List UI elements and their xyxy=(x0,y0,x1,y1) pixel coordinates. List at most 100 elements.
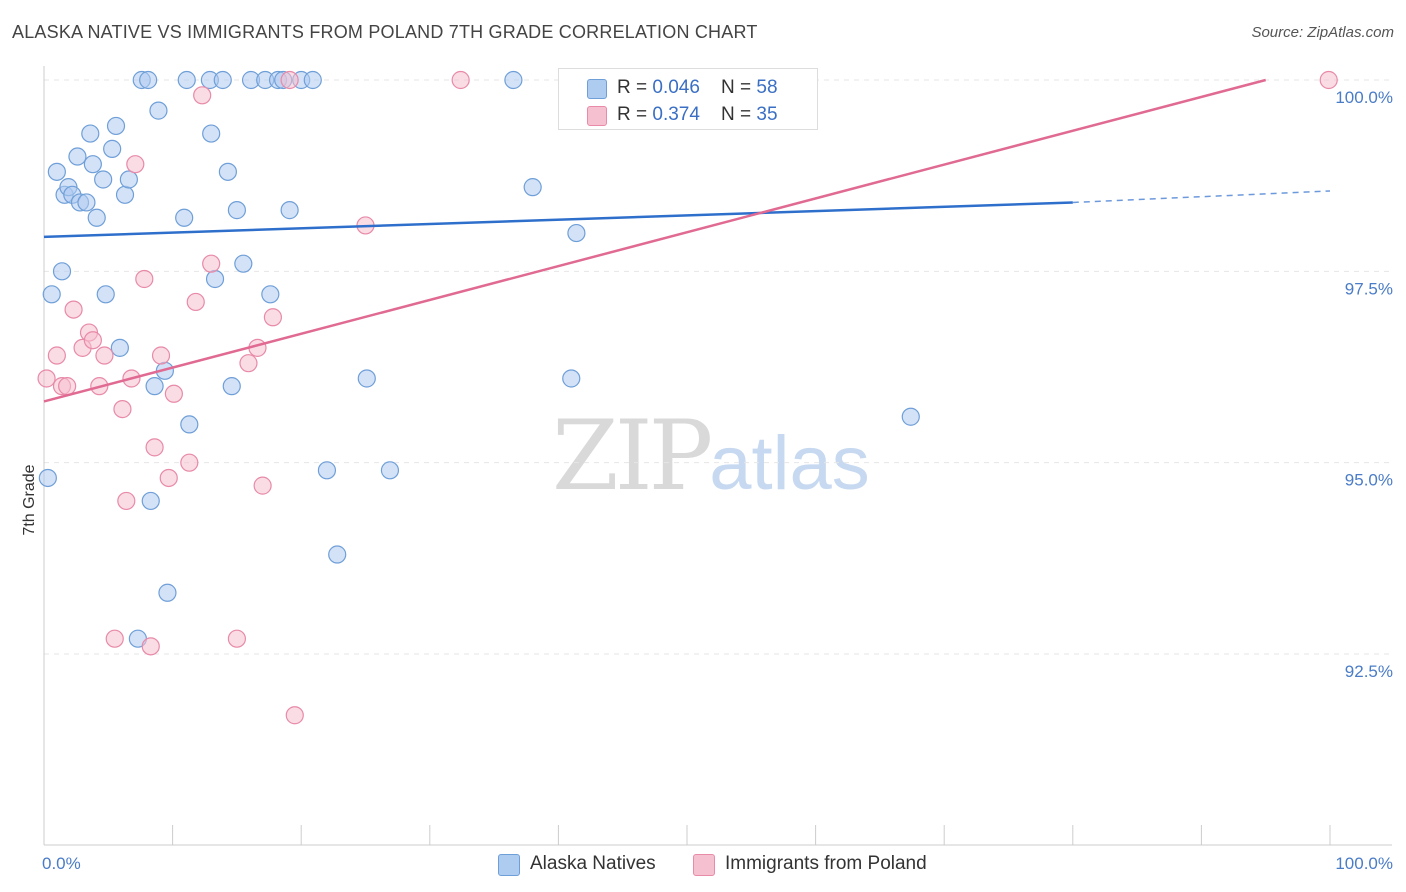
data-point[interactable] xyxy=(193,86,212,105)
watermark-zip: ZIP xyxy=(552,400,713,512)
legend-n-value: 35 xyxy=(756,104,778,125)
data-point[interactable] xyxy=(64,300,83,319)
data-point[interactable] xyxy=(47,162,66,181)
data-point[interactable] xyxy=(159,468,178,488)
data-point[interactable] xyxy=(126,155,145,174)
data-point[interactable] xyxy=(213,70,232,90)
data-point[interactable] xyxy=(158,583,177,602)
data-point[interactable] xyxy=(263,308,283,327)
data-point[interactable] xyxy=(139,70,158,90)
data-point[interactable] xyxy=(42,285,61,304)
data-point[interactable] xyxy=(141,491,160,511)
legend-label-alaska: Alaska Natives xyxy=(530,853,656,874)
data-point[interactable] xyxy=(280,70,299,90)
legend-r-label: R = xyxy=(617,104,653,125)
legend-swatch-alaska xyxy=(498,854,520,876)
data-point[interactable] xyxy=(222,377,241,396)
data-point[interactable] xyxy=(38,468,57,488)
data-point[interactable] xyxy=(328,545,347,564)
data-point[interactable] xyxy=(901,407,920,426)
y-tick-label: 95.0% xyxy=(1345,471,1393,490)
data-point[interactable] xyxy=(135,269,154,289)
chart-title: ALASKA NATIVE VS IMMIGRANTS FROM POLAND … xyxy=(12,22,758,42)
legend-r-value: 0.046 xyxy=(652,77,700,98)
data-point[interactable] xyxy=(218,162,237,181)
series-immigrants-poland xyxy=(37,70,1338,725)
data-point[interactable] xyxy=(567,223,586,243)
legend-label-poland: Immigrants from Poland xyxy=(725,853,927,874)
data-point[interactable] xyxy=(145,438,164,457)
legend-swatch-poland xyxy=(693,854,715,876)
data-point[interactable] xyxy=(149,101,168,120)
data-point[interactable] xyxy=(81,124,100,143)
data-point[interactable] xyxy=(58,377,77,396)
data-point[interactable] xyxy=(202,124,221,143)
data-point[interactable] xyxy=(180,453,199,472)
legend-n-label: N = xyxy=(721,104,757,125)
tick-labels: 92.5% 95.0% 97.5% 100.0% 0.0% 100.0% xyxy=(42,88,1393,873)
data-point[interactable] xyxy=(103,139,122,158)
data-point[interactable] xyxy=(357,369,376,388)
data-point[interactable] xyxy=(37,369,56,388)
data-point[interactable] xyxy=(239,354,258,373)
data-point[interactable] xyxy=(47,346,66,365)
data-point[interactable] xyxy=(1319,70,1338,90)
data-point[interactable] xyxy=(303,70,322,90)
data-point[interactable] xyxy=(285,706,304,725)
watermark-atlas: atlas xyxy=(709,421,870,506)
data-point[interactable] xyxy=(141,637,160,656)
data-point[interactable] xyxy=(145,377,164,396)
source-label: Source: ZipAtlas.com xyxy=(1251,24,1394,41)
data-point[interactable] xyxy=(113,399,132,419)
legend-n-label: N = xyxy=(721,77,757,98)
legend-swatch-pink xyxy=(587,106,607,126)
y-tick-label: 92.5% xyxy=(1345,662,1393,681)
data-point[interactable] xyxy=(151,346,171,365)
data-point[interactable] xyxy=(52,262,72,281)
y-tick-label: 97.5% xyxy=(1345,279,1393,298)
data-point[interactable] xyxy=(105,629,124,648)
data-point[interactable] xyxy=(227,201,246,220)
x-tick-label: 0.0% xyxy=(42,854,81,873)
data-point[interactable] xyxy=(186,292,205,312)
trend-line-alaska xyxy=(43,201,1073,239)
data-point[interactable] xyxy=(227,629,246,648)
series-alaska-natives xyxy=(38,70,920,648)
data-point[interactable] xyxy=(119,170,138,189)
axes xyxy=(43,66,1392,846)
data-point[interactable] xyxy=(261,285,280,304)
data-point[interactable] xyxy=(562,369,581,388)
data-point[interactable] xyxy=(451,70,470,90)
data-point[interactable] xyxy=(504,70,523,90)
data-point[interactable] xyxy=(96,285,115,304)
data-point[interactable] xyxy=(94,170,113,189)
data-point[interactable] xyxy=(95,346,114,365)
data-point[interactable] xyxy=(87,208,106,227)
data-point[interactable] xyxy=(380,461,400,480)
data-point[interactable] xyxy=(164,384,183,403)
data-point[interactable] xyxy=(180,415,199,434)
trend-lines xyxy=(43,78,1331,403)
data-point[interactable] xyxy=(523,178,542,197)
data-point[interactable] xyxy=(234,254,253,273)
data-point[interactable] xyxy=(110,338,129,357)
data-point[interactable] xyxy=(117,491,136,511)
data-point[interactable] xyxy=(68,147,87,166)
legend-r-value: 0.374 xyxy=(652,104,700,125)
trend-line-poland xyxy=(43,78,1267,403)
correlation-legend: R = 0.046 N = 58 R = 0.374 N = 35 xyxy=(558,68,818,130)
data-point[interactable] xyxy=(115,185,135,204)
x-tick-label: 100.0% xyxy=(1335,854,1393,873)
data-point[interactable] xyxy=(202,254,221,273)
data-point[interactable] xyxy=(175,208,194,227)
data-point[interactable] xyxy=(77,193,96,212)
data-point[interactable] xyxy=(280,201,299,220)
data-point[interactable] xyxy=(83,331,102,350)
data-point[interactable] xyxy=(177,70,196,90)
data-point[interactable] xyxy=(253,476,272,495)
data-point[interactable] xyxy=(317,461,337,480)
data-point[interactable] xyxy=(205,269,225,289)
data-point[interactable] xyxy=(106,116,126,136)
data-point[interactable] xyxy=(83,155,102,174)
